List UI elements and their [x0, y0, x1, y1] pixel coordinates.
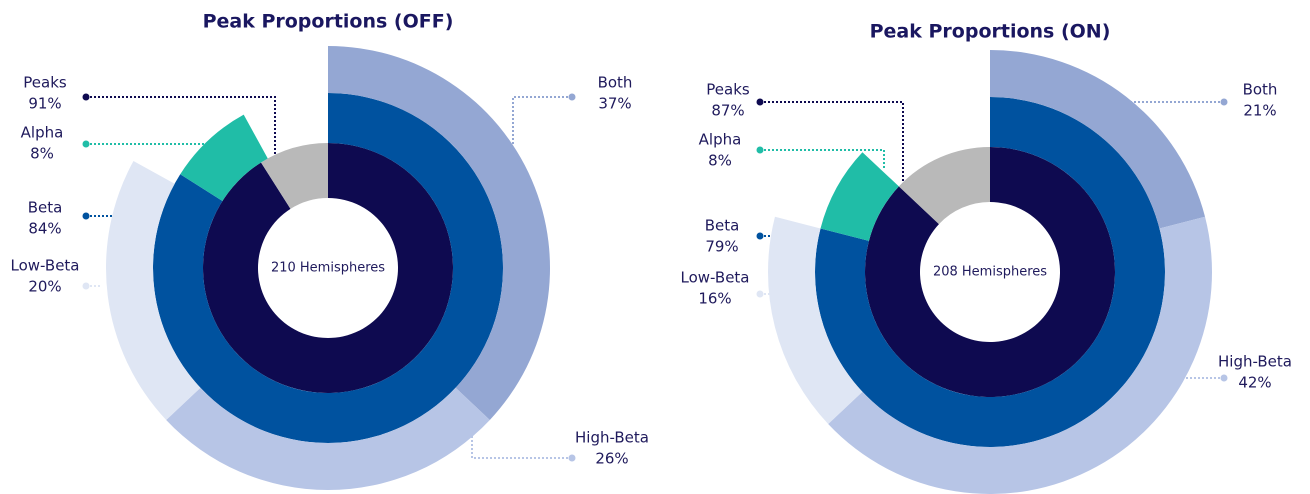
segment: [990, 50, 1206, 229]
segment-value: 37%: [598, 95, 631, 113]
segment: [328, 46, 551, 420]
leader-line: [86, 96, 276, 165]
segment-value: 26%: [595, 450, 628, 468]
segment-label: Peaks: [23, 74, 67, 92]
leader-dot: [756, 232, 764, 240]
leader-line: [512, 96, 572, 145]
segment-label: Peaks: [706, 81, 750, 99]
segment: [180, 114, 268, 202]
segment: [202, 143, 453, 393]
segment-label: Alpha: [699, 131, 742, 149]
segment-value: 20%: [28, 278, 61, 296]
segment: [105, 161, 201, 420]
segment-value: 8%: [708, 152, 732, 170]
segment: [865, 147, 1116, 397]
segment-label: Low-Beta: [680, 269, 749, 287]
remainder: [261, 143, 328, 209]
leader-dot: [756, 98, 764, 106]
leader-dot: [1220, 374, 1228, 382]
segment-value: 21%: [1243, 102, 1276, 120]
leader-line: [760, 149, 885, 170]
segment-value: 87%: [711, 102, 744, 120]
leader-line: [760, 101, 904, 190]
chart: Peak Proportions (ON) Peaks 87% Beta 79% Alph…: [680, 21, 1292, 494]
leader-dot: [82, 282, 90, 290]
leader-dot: [1220, 98, 1228, 106]
remainder: [898, 147, 990, 225]
segment-label: Alpha: [21, 124, 64, 142]
segment-label: Both: [598, 74, 633, 92]
segment-value: 91%: [28, 95, 61, 113]
chart: Peak Proportions (OFF) Peaks 91% Beta 84% Alp…: [10, 11, 649, 490]
leader-line: [471, 422, 572, 459]
segment-value: 16%: [698, 290, 731, 308]
center-label: 208 Hemispheres: [933, 265, 1047, 280]
segment-label: Both: [1243, 81, 1278, 99]
leader-dot: [82, 212, 90, 220]
segment: [166, 387, 490, 490]
segment-label: High-Beta: [575, 429, 649, 447]
leader-dot: [756, 290, 764, 298]
segment-value: 42%: [1238, 374, 1271, 392]
chart-title: Peak Proportions (ON): [870, 21, 1111, 43]
leader-dot: [82, 93, 90, 101]
leader-dot: [568, 454, 576, 462]
segment-label: Beta: [28, 199, 63, 217]
leader-dot: [756, 146, 764, 154]
segment-label: Low-Beta: [10, 257, 79, 275]
segment-value: 8%: [30, 145, 54, 163]
segment: [768, 216, 863, 424]
segment: [820, 152, 899, 241]
chart-title: Peak Proportions (OFF): [203, 11, 454, 33]
segment-label: High-Beta: [1218, 353, 1292, 371]
segment: [828, 216, 1212, 494]
segment-value: 79%: [705, 238, 738, 256]
center-label: 210 Hemispheres: [271, 261, 385, 276]
leader-dot: [82, 140, 90, 148]
leader-dot: [568, 93, 576, 101]
segment-label: Beta: [705, 217, 740, 235]
segment-value: 84%: [28, 220, 61, 238]
